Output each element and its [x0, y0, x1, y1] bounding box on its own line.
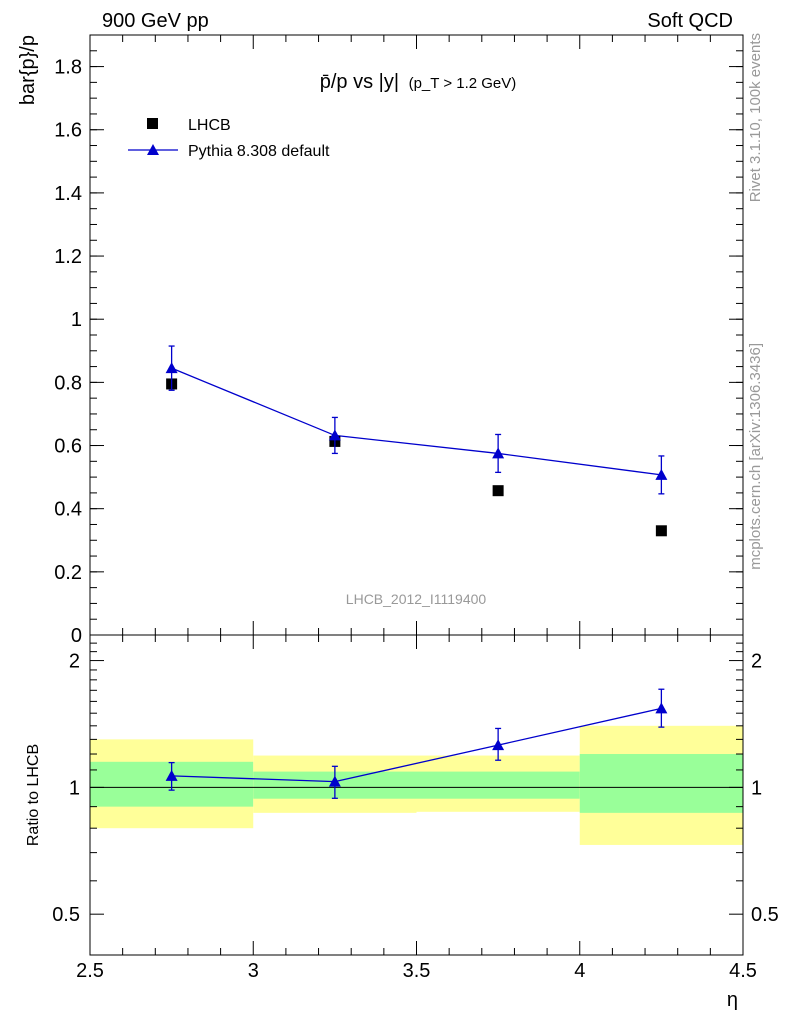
ratio-y-tick-label-left: 1 [69, 777, 80, 799]
main-y-tick-label: 1.8 [54, 57, 82, 79]
ratio-pythia-point [492, 739, 505, 751]
pythia-data-point [492, 447, 505, 459]
main-y-tick-label: 0.8 [54, 372, 82, 394]
ratio-pythia-point [655, 702, 668, 714]
x-tick-label: 3 [248, 960, 259, 982]
legend-pythia-marker [147, 144, 159, 155]
lhcb-data-point [492, 485, 504, 497]
pythia-data-point [655, 468, 668, 480]
x-tick-label: 4 [574, 960, 585, 982]
main-y-tick-label: 0.2 [54, 562, 82, 584]
ratio-y-tick-label-left: 0.5 [52, 904, 80, 926]
lhcb-data-point [655, 525, 667, 537]
rivet-label: Rivet 3.1.10, 100k events [747, 33, 764, 202]
ratio-y-tick-label-right: 0.5 [751, 904, 779, 926]
legend: LHCB Pythia 8.308 default [128, 117, 330, 160]
x-axis-label: η [727, 989, 738, 1011]
main-y-tick-label: 1.2 [54, 246, 82, 268]
ratio-stat-uncertainty-band [579, 754, 743, 813]
main-y-axis-label: bar{p}/p [17, 35, 39, 105]
chart-title-cut: (p_T > 1.2 GeV) [409, 75, 517, 92]
pythia-data-point [165, 362, 178, 374]
x-tick-label: 2.5 [76, 960, 104, 982]
chart-title: p̄/p vs |y| (p_T > 1.2 GeV) [320, 71, 517, 93]
ratio-panel: 0.5 0.5 1 1 2 2 Ratio to LHCB 2.5 3 3.5 4 4.5 η [25, 634, 779, 1011]
mcplots-label: mcplots.cern.ch [arXiv:1306.3436] [747, 343, 764, 570]
x-tick-label: 3.5 [403, 960, 431, 982]
legend-pythia-label: Pythia 8.308 default [188, 143, 330, 160]
pythia-data-point [328, 429, 341, 441]
ratio-y-tick-label-right: 1 [751, 777, 762, 799]
header-right-label: Soft QCD [647, 10, 733, 32]
main-y-tick-label: 0 [71, 625, 82, 647]
ratio-y-axis-label: Ratio to LHCB [25, 744, 42, 846]
chart-title-main: p̄/p vs |y| [320, 71, 399, 93]
watermark: LHCB_2012_I1119400 [346, 591, 487, 607]
main-y-tick-label: 0.6 [54, 436, 82, 458]
ratio-pythia-point [328, 775, 341, 787]
ratio-pythia-point [165, 769, 178, 781]
pythia-series-line [171, 367, 662, 476]
ratio-stat-uncertainty-band [416, 771, 580, 799]
main-y-tick-label: 1 [71, 309, 82, 331]
main-panel: 0 0.2 0.4 0.6 0.8 1 1.2 1.4 1.6 1.8 bar{p}/p p̄/p… [17, 34, 744, 647]
main-y-tick-label: 1.6 [54, 120, 82, 142]
legend-lhcb-label: LHCB [188, 117, 231, 134]
legend-lhcb-marker [147, 118, 158, 129]
ratio-y-tick-label-right: 2 [751, 651, 762, 673]
ratio-y-tick-label-left: 2 [69, 651, 80, 673]
x-tick-label: 4.5 [729, 960, 757, 982]
ratio-frame [89, 634, 744, 956]
header-left-label: 900 GeV pp [102, 10, 209, 32]
main-y-tick-label: 0.4 [54, 499, 82, 521]
ratio-pythia-line [171, 707, 662, 783]
main-y-tick-label: 1.4 [54, 183, 82, 205]
